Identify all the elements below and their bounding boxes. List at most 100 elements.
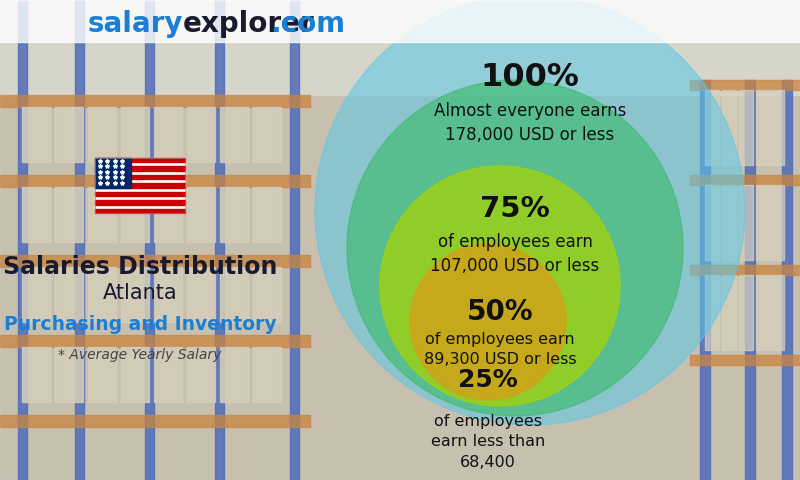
Bar [22,347,50,402]
Bar [722,90,736,165]
Text: Atlanta: Atlanta [102,283,178,303]
Bar [187,267,215,322]
Bar [95,158,185,213]
Bar [0,415,310,427]
Bar [220,187,248,242]
Bar [756,185,770,260]
Bar [770,275,784,350]
Text: Almost everyone earns
178,000 USD or less: Almost everyone earns 178,000 USD or les… [434,102,626,144]
Bar [122,108,148,161]
Bar [705,275,719,350]
Bar [56,108,82,161]
Bar [220,107,248,162]
Text: .com: .com [270,10,345,38]
Text: Purchasing and Inventory: Purchasing and Inventory [4,315,276,334]
Bar [95,192,185,196]
Bar [254,348,280,401]
Bar [722,185,736,260]
Bar [722,275,736,350]
Bar [95,200,185,204]
Bar [188,188,214,241]
Circle shape [347,80,683,416]
Bar [770,185,784,260]
Bar [705,185,719,260]
Bar [23,268,49,321]
Bar [89,108,115,161]
Bar [221,348,247,401]
Bar [0,95,310,107]
Text: explorer: explorer [183,10,314,38]
Bar [188,108,214,161]
Bar [121,107,149,162]
Bar [22,267,50,322]
Text: of employees
earn less than
68,400: of employees earn less than 68,400 [431,414,545,470]
Bar [0,0,800,42]
Bar [88,347,116,402]
Bar [55,267,83,322]
Bar [56,348,82,401]
Bar [187,187,215,242]
Bar [700,80,710,480]
Bar [0,175,310,187]
Bar [18,0,27,480]
Bar [122,268,148,321]
Bar [739,90,753,165]
Bar [56,268,82,321]
Bar [221,108,247,161]
Bar [95,175,185,179]
Bar [253,267,281,322]
Bar [95,158,185,213]
Bar [55,107,83,162]
Bar [75,0,84,480]
Bar [705,90,719,165]
Bar [23,348,49,401]
Bar [770,90,784,165]
Text: Salaries Distribution: Salaries Distribution [3,255,277,279]
Bar [22,187,50,242]
Bar [188,348,214,401]
Bar [89,348,115,401]
Bar [95,158,131,188]
Bar [739,185,753,260]
Bar [121,267,149,322]
Bar [690,175,800,185]
Bar [154,347,182,402]
Bar [88,107,116,162]
Bar [88,187,116,242]
Text: 100%: 100% [481,62,579,93]
Bar [55,347,83,402]
Bar [221,268,247,321]
Bar [690,80,800,90]
Bar [187,107,215,162]
Bar [254,268,280,321]
Bar [745,80,755,480]
Bar [155,348,181,401]
Bar [0,0,800,95]
Bar [154,107,182,162]
Bar [95,158,185,162]
Text: * Average Yearly Salary: * Average Yearly Salary [58,348,222,362]
Bar [145,0,154,480]
Bar [121,347,149,402]
Text: salary: salary [87,10,183,38]
Bar [739,275,753,350]
Bar [56,188,82,241]
Bar [22,107,50,162]
Bar [220,267,248,322]
Circle shape [410,244,566,400]
Bar [187,347,215,402]
Circle shape [315,0,745,425]
Bar [55,187,83,242]
Text: of employees earn
107,000 USD or less: of employees earn 107,000 USD or less [430,233,600,276]
Bar [89,268,115,321]
Bar [0,335,310,347]
Bar [290,0,299,480]
Bar [88,267,116,322]
Bar [253,187,281,242]
Bar [89,188,115,241]
Bar [23,108,49,161]
Bar [95,183,185,188]
Bar [253,107,281,162]
Text: 75%: 75% [480,195,550,223]
Bar [155,108,181,161]
